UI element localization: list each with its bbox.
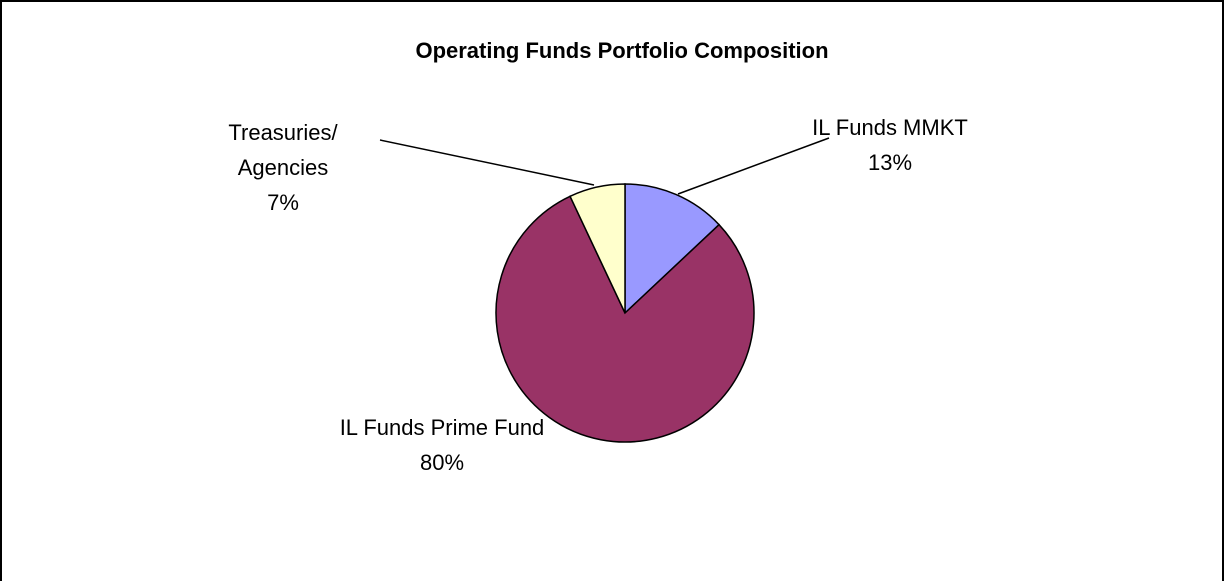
slice-label: IL Funds MMKT 13% — [790, 110, 990, 180]
pie-slice — [624, 183, 721, 315]
value-label: 80% — [419, 450, 465, 475]
category-label: IL Funds Prime Fund — [339, 415, 545, 440]
category-label: IL Funds MMKT — [812, 115, 968, 140]
chart-title: Operating Funds Portfolio Composition — [415, 38, 828, 63]
pie-slice — [495, 195, 755, 443]
value-label: 13% — [867, 150, 913, 175]
leader-line — [379, 139, 595, 186]
slice-label: Treasuries/ Agencies 7% — [208, 115, 358, 220]
value-label: 7% — [267, 190, 299, 215]
leader-line — [677, 137, 830, 195]
pie-slice — [569, 183, 626, 314]
category-label: Treasuries/ Agencies — [228, 120, 338, 180]
slice-label: IL Funds Prime Fund 80% — [322, 410, 562, 480]
pie — [495, 183, 755, 443]
